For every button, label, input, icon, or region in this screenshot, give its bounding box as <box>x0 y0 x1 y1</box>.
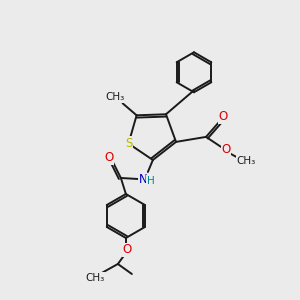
Text: CH₃: CH₃ <box>105 92 124 102</box>
Text: O: O <box>218 110 228 123</box>
Text: O: O <box>104 152 113 164</box>
Text: CH₃: CH₃ <box>236 156 256 166</box>
Text: S: S <box>125 137 132 150</box>
Text: N: N <box>139 173 147 187</box>
Text: O: O <box>122 244 131 256</box>
Text: CH₃: CH₃ <box>85 273 104 283</box>
Text: H: H <box>147 176 155 186</box>
Text: O: O <box>221 143 231 156</box>
